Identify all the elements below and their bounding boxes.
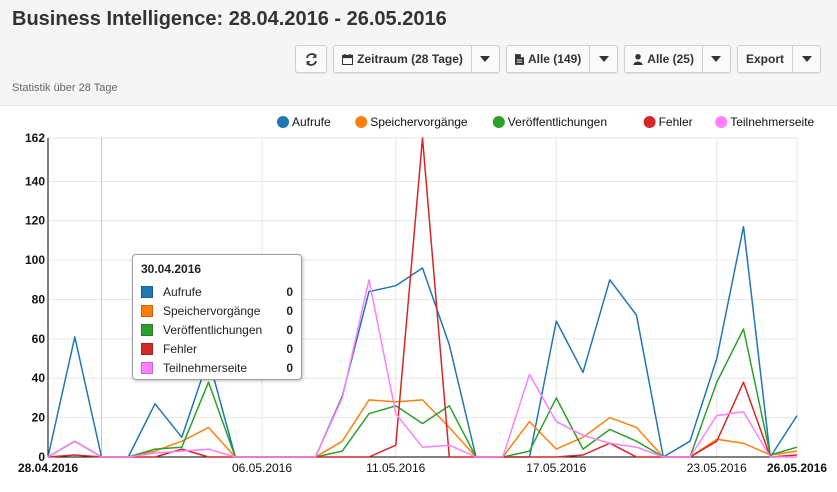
document-icon xyxy=(514,53,524,65)
users-dropdown[interactable]: Alle (25) xyxy=(624,45,731,73)
toolbar: Zeitraum (28 Tage) Alle (149) xyxy=(295,45,821,73)
legend-marker xyxy=(643,116,656,128)
export-button[interactable]: Export xyxy=(738,46,792,72)
export-label: Export xyxy=(745,52,784,66)
legend-item-label: Fehler xyxy=(659,115,693,129)
y-tick-label: 100 xyxy=(25,253,45,267)
tooltip-series-value: 0 xyxy=(286,284,293,299)
y-tick-label: 120 xyxy=(25,214,45,228)
page-subtitle: Statistik über 28 Tage xyxy=(12,82,118,94)
x-tick-label: 23.05.2016 xyxy=(687,461,747,475)
y-tick-label: 0 xyxy=(38,450,45,464)
legend-item-label: Speichervorgänge xyxy=(370,115,468,129)
refresh-icon xyxy=(305,52,317,66)
tooltip-series-name: Aufrufe xyxy=(163,284,202,299)
y-tick-label: 140 xyxy=(25,174,45,188)
x-tick-label: 17.05.2016 xyxy=(526,461,586,475)
series-line-aufrufe xyxy=(47,225,798,458)
calendar-icon xyxy=(342,53,354,65)
y-tick-label: 162 xyxy=(25,131,45,145)
legend-marker xyxy=(355,116,368,128)
documents-label: Alle (149) xyxy=(527,52,582,66)
documents-caret[interactable] xyxy=(589,46,617,72)
y-tick-label: 80 xyxy=(32,292,46,306)
tooltip-series-name: Teilnehmerseite xyxy=(163,360,248,375)
period-dropdown[interactable]: Zeitraum (28 Tage) xyxy=(333,45,500,73)
export-dropdown[interactable]: Export xyxy=(736,45,821,73)
tooltip-row: Teilnehmerseite 0 xyxy=(141,358,293,377)
chevron-down-icon xyxy=(598,56,609,62)
export-caret[interactable] xyxy=(792,46,820,72)
user-icon xyxy=(633,53,643,65)
tooltip-row: Fehler 0 xyxy=(141,339,293,358)
tooltip-swatch xyxy=(141,361,153,374)
tooltip-series-value: 0 xyxy=(286,322,293,337)
tooltip-series-value: 0 xyxy=(286,360,293,375)
tooltip-series-value: 0 xyxy=(286,341,293,356)
legend-item-label: Aufrufe xyxy=(292,115,331,129)
line-chart: 0 20 40 60 80 100 120 140 162 28.04.2016 06.05.201… xyxy=(18,115,827,475)
legend-marker xyxy=(715,116,728,128)
chevron-down-icon xyxy=(801,56,812,62)
period-caret[interactable] xyxy=(470,46,499,72)
x-tick-label: 06.05.2016 xyxy=(232,461,292,475)
tooltip-series-name: Veröffentlichungen xyxy=(163,322,263,337)
tooltip-row: Aufrufe 0 xyxy=(141,282,293,301)
documents-dropdown[interactable]: Alle (149) xyxy=(505,45,619,73)
chevron-down-icon xyxy=(711,56,722,62)
y-tick-label: 20 xyxy=(32,411,46,425)
chart-tooltip: 30.04.2016 Aufrufe 0 Speichervorgänge 0 Verö… xyxy=(132,254,302,380)
legend-item-label: Teilnehmerseite xyxy=(730,115,814,129)
tooltip-swatch xyxy=(141,342,153,355)
x-tick-label: 11.05.2016 xyxy=(366,461,425,475)
legend-marker xyxy=(277,116,289,128)
users-caret[interactable] xyxy=(701,46,730,72)
users-label: Alle (25) xyxy=(647,52,694,66)
series-line-teilnehmerseite xyxy=(47,279,797,458)
tooltip-series-value: 0 xyxy=(286,303,293,318)
page-header: Business Intelligence: 28.04.2016 - 26.0… xyxy=(0,0,837,106)
y-tick-label: 60 xyxy=(32,332,46,346)
tooltip-row: Veröffentlichungen 0 xyxy=(141,320,293,339)
x-tick-label: 26.05.2016 xyxy=(767,461,827,475)
documents-button[interactable]: Alle (149) xyxy=(507,46,589,72)
tooltip-swatch xyxy=(141,285,153,298)
chevron-down-icon xyxy=(480,56,491,62)
legend-item-label: Veröffentlichungen xyxy=(508,115,607,129)
tooltip-swatch xyxy=(141,323,153,336)
users-button[interactable]: Alle (25) xyxy=(625,46,702,72)
tooltip-series-name: Speichervorgänge xyxy=(163,303,261,318)
page-title: Business Intelligence: 28.04.2016 - 26.0… xyxy=(12,8,447,30)
tooltip-swatch xyxy=(141,304,153,317)
tooltip-series-name: Fehler xyxy=(163,341,198,356)
period-button[interactable]: Zeitraum (28 Tage) xyxy=(334,46,471,72)
period-label: Zeitraum (28 Tage) xyxy=(357,52,463,66)
legend-marker xyxy=(492,116,505,128)
tooltip-row: Speichervorgänge 0 xyxy=(141,301,293,320)
tooltip-title: 30.04.2016 xyxy=(141,262,202,276)
x-tick-label: 28.04.2016 xyxy=(18,461,78,475)
y-tick-label: 40 xyxy=(32,371,46,385)
refresh-button[interactable] xyxy=(295,45,328,73)
